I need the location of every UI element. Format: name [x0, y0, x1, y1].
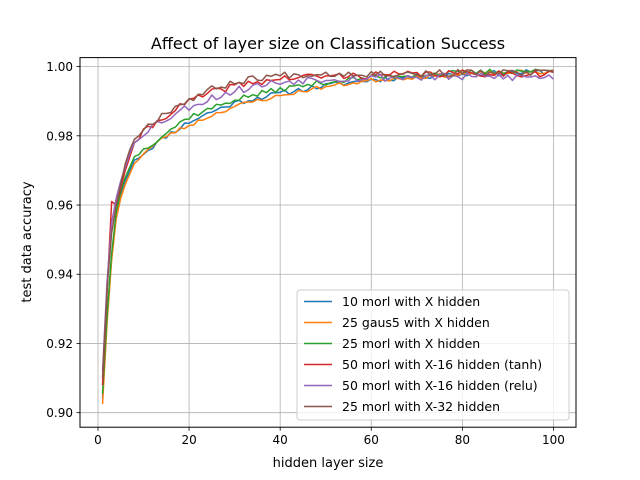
series-lines [101, 68, 554, 405]
grid [80, 57, 576, 428]
legend: 10 morl with X hidden 25 gaus5 with X hid… [296, 289, 570, 421]
x-tick-label: 100 [542, 433, 565, 447]
legend-box [296, 289, 570, 421]
y-axis-label: test data accuracy [20, 181, 35, 302]
x-tick-label: 80 [455, 433, 470, 447]
series-line-6 [101, 68, 554, 379]
y-tick-label: 0.90 [46, 406, 73, 420]
legend-label: 50 morl with X-16 hidden (relu) [342, 378, 538, 393]
x-tick-label: 40 [273, 433, 288, 447]
chart-title: Affect of layer size on Classification S… [151, 34, 505, 53]
x-axis-label: hidden layer size [273, 456, 384, 471]
legend-label: 25 gaus5 with X hidden [342, 315, 490, 330]
x-tick-label: 0 [94, 433, 102, 447]
legend-label: 10 morl with X hidden [342, 294, 480, 309]
y-tick-label: 0.98 [46, 129, 73, 143]
y-tick-label: 0.96 [46, 199, 73, 213]
x-tick-label: 20 [181, 433, 196, 447]
plot-frame [79, 57, 577, 428]
axis-ticks: 0 20 40 60 80 100 0.90 0.92 0.94 0.96 0.98 1.00 [46, 60, 565, 447]
y-tick-label: 0.94 [46, 268, 73, 282]
series-line-5 [101, 72, 554, 372]
y-tick-label: 1.00 [46, 60, 73, 74]
legend-label: 25 morl with X hidden [342, 336, 480, 351]
x-tick-label: 60 [364, 433, 379, 447]
legend-label: 25 morl with X-32 hidden [342, 399, 500, 414]
y-tick-label: 0.92 [46, 337, 73, 351]
legend-label: 50 morl with X-16 hidden (tanh) [342, 357, 542, 372]
